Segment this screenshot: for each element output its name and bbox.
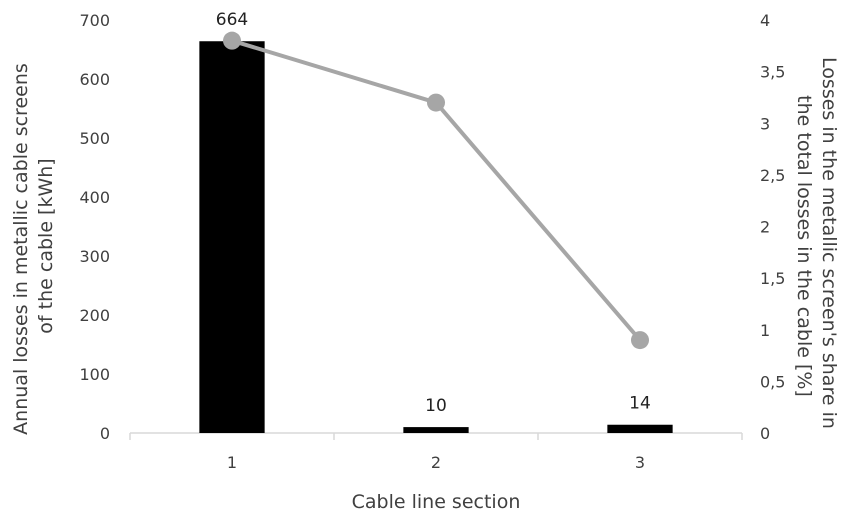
right-axis-ticks: 0 0,5 1 1,5 2 2,5 3 3,5 4: [760, 11, 785, 443]
x-axis-ticks: 1 2 3: [129, 433, 743, 472]
bar-data-label: 664: [216, 10, 248, 30]
right-tick-label: 1,5: [760, 269, 785, 288]
left-tick-label: 200: [79, 306, 110, 325]
left-tick-label: 0: [100, 424, 110, 443]
bar-data-label: 10: [425, 396, 447, 416]
right-tick-label: 3: [760, 114, 770, 133]
bar: [199, 41, 265, 434]
line-point: [427, 93, 445, 112]
left-tick-label: 300: [79, 247, 110, 266]
right-tick-label: 2: [760, 218, 770, 237]
x-tick-label: 1: [227, 453, 237, 472]
right-axis-title-line-1: Losses in the metallic screen's share in: [818, 57, 840, 429]
x-tick-label: 3: [635, 453, 645, 472]
left-axis-title: Annual losses in metallic cable screens …: [10, 57, 57, 435]
bar: [607, 424, 673, 433]
line-point: [631, 331, 649, 350]
right-tick-label: 2,5: [760, 166, 785, 185]
left-axis-ticks: 0 100 200 300 400 500 600 700: [79, 11, 110, 443]
right-axis-title: Losses in the metallic screen's share in…: [793, 57, 840, 435]
left-axis-title-line-1: Annual losses in metallic cable screens: [10, 63, 32, 435]
bar-data-labels: 664 10 14: [216, 10, 651, 416]
left-axis-title-line-2: of the cable [kWh]: [35, 158, 57, 333]
line-series: [223, 31, 649, 350]
right-tick-label: 0: [760, 424, 770, 443]
left-tick-label: 400: [79, 188, 110, 207]
right-tick-label: 4: [760, 11, 770, 30]
right-tick-label: 1: [760, 321, 770, 340]
bar-series: [199, 41, 673, 434]
right-tick-label: 0,5: [760, 372, 785, 391]
line-path: [231, 38, 642, 342]
bar: [403, 427, 469, 433]
right-axis-title-line-2: the total losses in the cable [%]: [793, 95, 815, 397]
left-tick-label: 100: [79, 365, 110, 384]
line-point: [223, 31, 241, 50]
x-axis-title: Cable line section: [352, 491, 521, 513]
left-tick-label: 700: [79, 11, 110, 30]
right-tick-label: 3,5: [760, 63, 785, 82]
left-tick-label: 600: [79, 70, 110, 89]
x-tick-label: 2: [431, 453, 441, 472]
bar-data-label: 14: [629, 394, 651, 414]
left-tick-label: 500: [79, 129, 110, 148]
